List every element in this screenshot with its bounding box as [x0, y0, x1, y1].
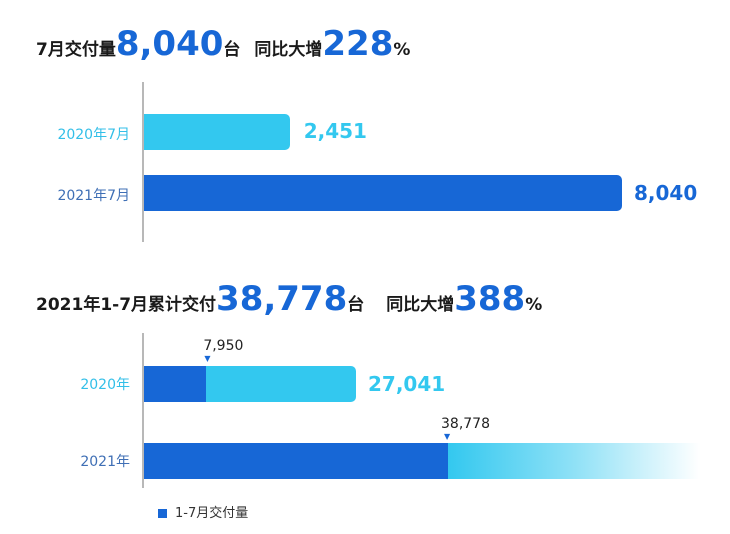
chart2-value-2020: 27,041	[367, 372, 446, 396]
chart1-category-2020: 2020年7月	[57, 127, 130, 143]
headline-july-prefix: 7月交付量	[36, 40, 116, 60]
chart2-segment-marker-2021: ▼	[444, 432, 451, 441]
headline-cumulative-unit: 台	[347, 295, 365, 315]
headline-july-unit: 台	[223, 40, 241, 60]
headline-cumulative: 2021年1-7月累计交付38,778台 同比大增388%	[36, 279, 542, 319]
headline-july-pct: %	[393, 40, 411, 60]
chart2-segment-label-2021: 38,778	[441, 416, 490, 432]
headline-july-yoy-value: 228	[322, 24, 394, 64]
legend-swatch	[158, 509, 167, 518]
chart1-axis	[142, 82, 144, 242]
headline-july-yoy-label: 同比大增	[254, 40, 323, 60]
chart2-bar-2020-segment	[144, 366, 207, 402]
headline-cumulative-prefix: 2021年1-7月累计交付	[36, 295, 217, 315]
chart1-bar-2021	[144, 175, 622, 211]
chart1-bar-2020	[144, 114, 290, 150]
headline-cumulative-yoy-value: 388	[454, 279, 526, 319]
headline-july: 7月交付量8,040台 同比大增228%	[36, 24, 410, 64]
chart2-bar-2021-segment	[144, 443, 448, 479]
headline-cumulative-value: 38,778	[216, 279, 348, 319]
headline-july-value: 8,040	[115, 24, 224, 64]
headline-cumulative-yoy-label: 同比大增	[386, 295, 455, 315]
chart2-segment-label-2020: 7,950	[203, 338, 244, 354]
chart1-category-2021: 2021年7月	[57, 188, 130, 204]
chart2-axis	[142, 333, 144, 488]
chart2-category-2020: 2020年	[80, 377, 130, 393]
headline-cumulative-pct: %	[525, 295, 543, 315]
chart1-value-2020: 2,451	[303, 119, 367, 143]
chart2-bar-2021-fade	[448, 443, 700, 479]
chart2-legend: 1-7月交付量	[158, 502, 248, 521]
chart1-value-2021: 8,040	[634, 181, 698, 205]
legend-label: 1-7月交付量	[175, 506, 249, 521]
chart2-segment-marker-2020: ▼	[204, 354, 211, 363]
chart2-category-2021: 2021年	[80, 454, 130, 470]
